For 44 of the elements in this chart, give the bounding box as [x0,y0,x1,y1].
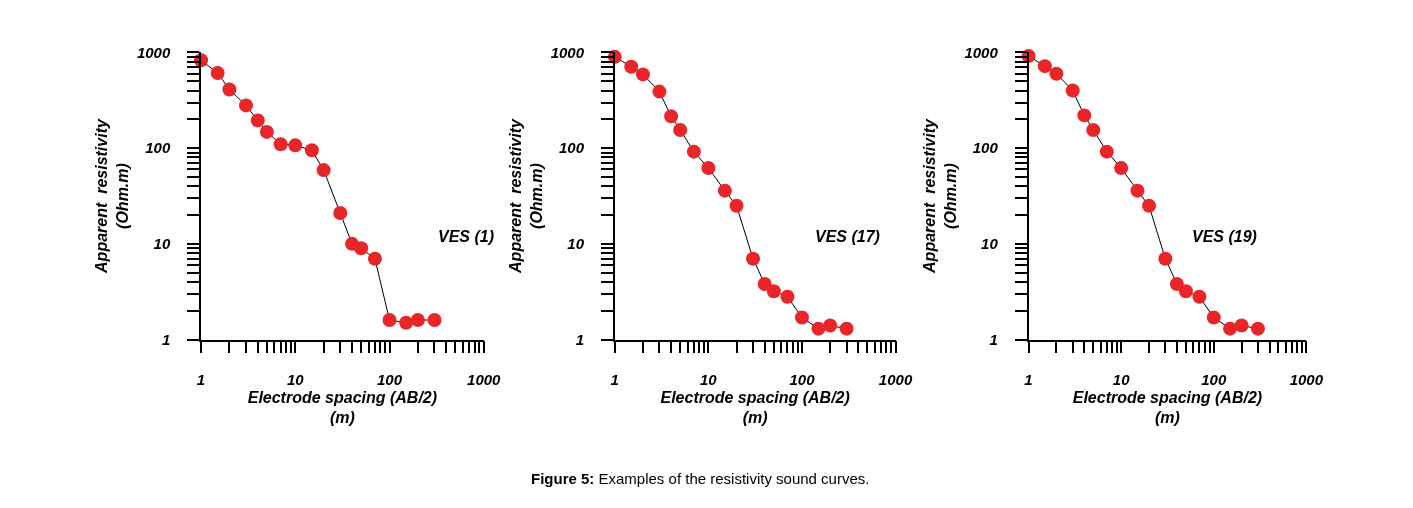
point [1169,277,1184,292]
y-tick-label: 1000 [136,43,171,61]
x-tick-label: 100 [377,371,403,389]
annotation: VES (1) [438,228,495,245]
y-tick-label: 100 [145,139,171,157]
y-tick-label: 10 [567,235,585,253]
caption: Figure 5: Examples of the resistivity sound curves. [531,470,870,487]
y-tick-label: 100 [972,139,999,157]
annotation: VES (19) [1192,228,1257,245]
x-axis-title: Electrode spacing (AB/2) (m) [1072,388,1263,427]
point [1114,161,1129,176]
x-axis-title: Electrode spacing (AB/2) (m) [660,388,850,427]
y-tick-label: 1 [575,330,585,348]
point [1142,198,1157,213]
point [1037,59,1052,74]
x-axis-title: Electrode spacing (AB/2) (m) [247,388,438,427]
point [1049,66,1064,81]
y-tick-label: 10 [981,235,999,253]
y-tick-label: 1 [989,330,998,348]
point [1077,108,1092,123]
y-tick-label: 100 [559,139,585,157]
x-tick-label: 10 [700,371,718,389]
x-tick-label: 1000 [467,371,502,389]
annotation: VES (17) [815,228,880,245]
x-tick-label: 10 [1112,371,1131,389]
x-tick-label: 10 [286,371,305,389]
x-tick-label: 1000 [878,371,913,389]
x-tick-label: 1 [196,371,206,389]
x-tick-label: 1 [610,371,619,389]
x-tick-label: 100 [789,371,816,389]
x-tick-label: 1000 [1289,371,1324,389]
x-tick-label: 1 [1024,371,1033,389]
y-axis-title: Apparent resistivity (Ohm.m) [507,118,546,274]
point [1223,321,1238,336]
point [1234,318,1249,333]
point [1250,321,1265,336]
y-tick-label: 1 [161,330,171,348]
y-axis-title: Apparent resistivity (Ohm.m) [93,118,132,274]
y-axis-title: Apparent resistivity (Ohm.m) [921,118,959,274]
y-tick-label: 1000 [550,43,585,61]
x-tick-label: 100 [1201,371,1227,389]
y-tick-label: 1000 [964,43,999,61]
point [1130,183,1145,198]
y-tick-label: 10 [153,235,171,253]
